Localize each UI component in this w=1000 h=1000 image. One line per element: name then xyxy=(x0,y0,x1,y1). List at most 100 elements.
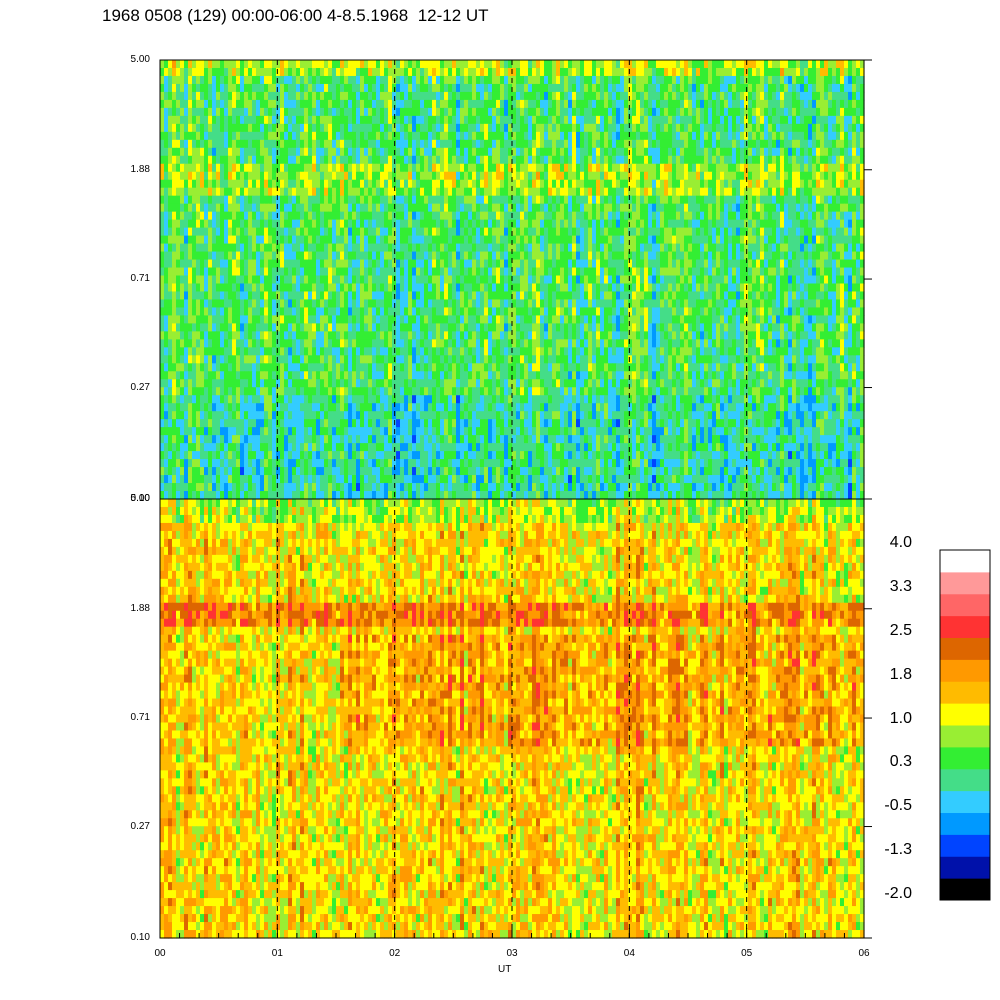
heatmap-cell xyxy=(624,163,629,173)
heatmap-cell xyxy=(504,123,509,133)
heatmap-cell xyxy=(640,195,645,205)
heatmap-cell xyxy=(764,211,769,221)
heatmap-cell xyxy=(264,131,269,141)
heatmap-cell xyxy=(632,235,637,245)
heatmap-cell xyxy=(728,67,733,77)
heatmap-cell xyxy=(592,187,597,197)
heatmap-cell xyxy=(832,99,837,109)
heatmap-cell xyxy=(828,91,833,101)
heatmap-cell xyxy=(252,123,257,133)
heatmap-cell xyxy=(764,147,769,157)
heatmap-cell xyxy=(292,139,297,149)
heatmap-cell xyxy=(448,75,453,85)
heatmap-cell xyxy=(420,60,425,69)
heatmap-cell xyxy=(652,155,657,165)
heatmap-cell xyxy=(804,163,809,173)
heatmap-cell xyxy=(332,203,337,213)
heatmap-cell xyxy=(472,115,477,125)
heatmap-cell xyxy=(832,179,837,189)
heatmap-cell xyxy=(560,179,565,189)
heatmap-cell xyxy=(416,243,421,253)
heatmap-cell xyxy=(760,259,765,269)
heatmap-cell xyxy=(512,123,517,133)
heatmap-cell xyxy=(544,187,549,197)
heatmap-cell xyxy=(420,67,425,77)
heatmap-cell xyxy=(184,107,189,117)
heatmap-cell xyxy=(476,211,481,221)
heatmap-cell xyxy=(396,163,401,173)
heatmap-cell xyxy=(384,203,389,213)
heatmap-cell xyxy=(180,91,185,101)
heatmap-cell xyxy=(524,60,529,69)
heatmap-cell xyxy=(484,171,489,181)
heatmap-cell xyxy=(548,139,553,149)
heatmap-cell xyxy=(784,139,789,149)
heatmap-cell xyxy=(860,251,865,261)
heatmap-cell xyxy=(640,203,645,213)
heatmap-cell xyxy=(592,163,597,173)
heatmap-cell xyxy=(652,115,657,125)
heatmap-cell xyxy=(168,195,173,205)
heatmap-cell xyxy=(468,99,473,109)
heatmap-cell xyxy=(672,131,677,141)
heatmap-cell xyxy=(168,83,173,93)
heatmap-cell xyxy=(228,107,233,117)
heatmap-cell xyxy=(292,67,297,77)
heatmap-cell xyxy=(216,131,221,141)
heatmap-cell xyxy=(584,67,589,77)
heatmap-cell xyxy=(688,75,693,85)
heatmap-cell xyxy=(360,275,365,285)
heatmap-cell xyxy=(536,275,541,285)
heatmap-cell xyxy=(628,115,633,125)
heatmap-cell xyxy=(556,147,561,157)
heatmap-cell xyxy=(680,147,685,157)
heatmap-cell xyxy=(652,211,657,221)
heatmap-cell xyxy=(820,115,825,125)
heatmap-cell xyxy=(420,123,425,133)
heatmap-cell xyxy=(240,163,245,173)
heatmap-cell xyxy=(768,227,773,237)
heatmap-cell xyxy=(556,275,561,285)
heatmap-cell xyxy=(216,283,221,293)
heatmap-cell xyxy=(304,147,309,157)
heatmap-cell xyxy=(208,131,213,141)
heatmap-cell xyxy=(216,219,221,229)
heatmap-cell xyxy=(228,139,233,149)
heatmap-cell xyxy=(172,179,177,189)
heatmap-cell xyxy=(328,211,333,221)
heatmap-cell xyxy=(692,67,697,77)
heatmap-cell xyxy=(336,131,341,141)
heatmap-cell xyxy=(328,147,333,157)
heatmap-cell xyxy=(340,251,345,261)
heatmap-cell xyxy=(824,179,829,189)
heatmap-cell xyxy=(544,179,549,189)
heatmap-cell xyxy=(380,67,385,77)
heatmap-cell xyxy=(440,107,445,117)
heatmap-cell xyxy=(792,235,797,245)
heatmap-cell xyxy=(624,203,629,213)
heatmap-cell xyxy=(192,259,197,269)
heatmap-cell xyxy=(572,60,577,69)
heatmap-cell xyxy=(848,139,853,149)
heatmap-cell xyxy=(348,259,353,269)
heatmap-cell xyxy=(424,155,429,165)
heatmap-cell xyxy=(812,139,817,149)
heatmap-cell xyxy=(308,283,313,293)
heatmap-cell xyxy=(172,155,177,165)
heatmap-cell xyxy=(388,67,393,77)
heatmap-cell xyxy=(456,219,461,229)
heatmap-cell xyxy=(236,235,241,245)
heatmap-cell xyxy=(504,227,509,237)
heatmap-cell xyxy=(728,155,733,165)
heatmap-cell xyxy=(300,75,305,85)
heatmap-cell xyxy=(372,259,377,269)
heatmap-cell xyxy=(320,227,325,237)
heatmap-cell xyxy=(196,139,201,149)
heatmap-cell xyxy=(372,227,377,237)
heatmap-cell xyxy=(476,171,481,181)
heatmap-cell xyxy=(808,163,813,173)
heatmap-cell xyxy=(228,163,233,173)
heatmap-cell xyxy=(524,83,529,93)
heatmap-cell xyxy=(340,60,345,69)
heatmap-cell xyxy=(564,91,569,101)
